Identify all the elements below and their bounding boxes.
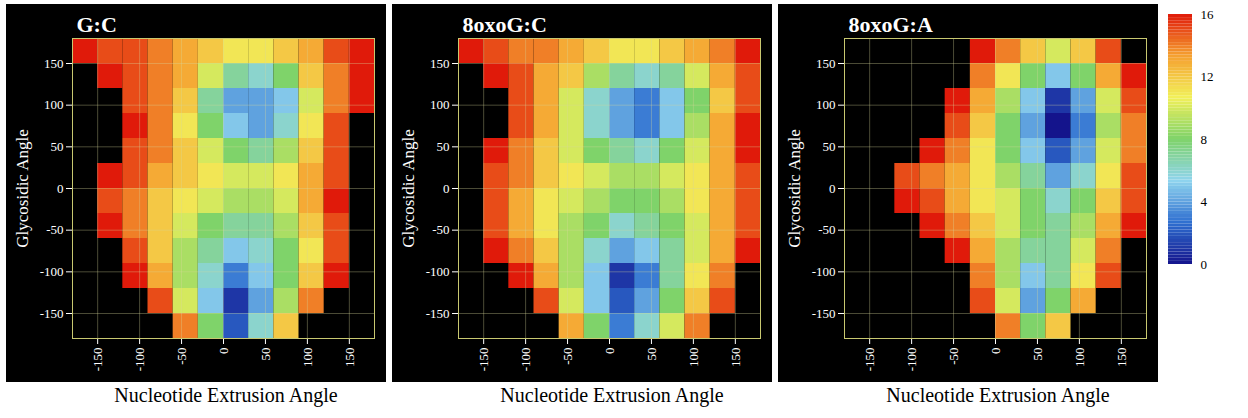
svg-text:100: 100 — [816, 97, 836, 112]
svg-text:-100: -100 — [40, 264, 64, 279]
html-text:Nucleotide Extrusion Angle: Nucleotide Extrusion Angle — [886, 384, 1110, 406]
svg-text:-150: -150 — [812, 306, 836, 321]
svg-text:Glycosidic Angle: Glycosidic Angle — [785, 129, 804, 248]
svg-text:G:C: G:C — [77, 12, 117, 37]
svg-text:50: 50 — [437, 139, 450, 154]
svg-text:-150: -150 — [40, 306, 64, 321]
svg-text:-150: -150 — [476, 348, 491, 372]
svg-text:150: 150 — [1113, 348, 1128, 368]
svg-text:100: 100 — [44, 97, 64, 112]
svg-text:150: 150 — [44, 56, 64, 71]
svg-text:8: 8 — [1201, 132, 1208, 147]
svg-text:8oxoG:C: 8oxoG:C — [463, 12, 547, 37]
svg-text:100: 100 — [686, 348, 701, 368]
svg-text:-50: -50 — [946, 348, 961, 365]
svg-text:50: 50 — [823, 139, 836, 154]
svg-text:-100: -100 — [904, 348, 919, 372]
svg-text:-100: -100 — [426, 264, 450, 279]
svg-text:0: 0 — [1201, 257, 1208, 272]
svg-text:-50: -50 — [46, 222, 63, 237]
svg-text:50: 50 — [51, 139, 64, 154]
svg-text:8oxoG:A: 8oxoG:A — [849, 12, 933, 37]
svg-text:150: 150 — [727, 348, 742, 368]
svg-text:0: 0 — [829, 181, 836, 196]
svg-text:-100: -100 — [812, 264, 836, 279]
svg-text:Glycosidic Angle: Glycosidic Angle — [13, 129, 32, 248]
svg-text:-100: -100 — [518, 348, 533, 372]
svg-text:0: 0 — [602, 348, 617, 355]
svg-text:12: 12 — [1201, 69, 1214, 84]
svg-text:-50: -50 — [560, 348, 575, 365]
html-text:Nucleotide Extrusion Angle: Nucleotide Extrusion Angle — [500, 384, 724, 406]
svg-text:100: 100 — [1072, 348, 1087, 368]
svg-text:-100: -100 — [132, 348, 147, 372]
svg-text:-50: -50 — [432, 222, 449, 237]
svg-text:-50: -50 — [174, 348, 189, 365]
svg-text:16: 16 — [1201, 7, 1215, 22]
svg-text:50: 50 — [1030, 348, 1045, 361]
svg-text:-50: -50 — [818, 222, 835, 237]
svg-text:0: 0 — [443, 181, 450, 196]
svg-text:50: 50 — [644, 348, 659, 361]
svg-text:50: 50 — [258, 348, 273, 361]
svg-text:0: 0 — [57, 181, 64, 196]
html-text:Nucleotide Extrusion Angle: Nucleotide Extrusion Angle — [114, 384, 338, 406]
svg-text:4: 4 — [1201, 194, 1208, 209]
svg-text:-150: -150 — [862, 348, 877, 372]
svg-text:Glycosidic Angle: Glycosidic Angle — [399, 129, 418, 248]
svg-text:150: 150 — [341, 348, 356, 368]
svg-text:150: 150 — [816, 56, 836, 71]
svg-text:100: 100 — [430, 97, 450, 112]
svg-text:0: 0 — [988, 348, 1003, 355]
svg-text:-150: -150 — [90, 348, 105, 372]
svg-text:100: 100 — [300, 348, 315, 368]
svg-text:-150: -150 — [426, 306, 450, 321]
svg-text:150: 150 — [430, 56, 450, 71]
svg-text:0: 0 — [216, 348, 231, 355]
